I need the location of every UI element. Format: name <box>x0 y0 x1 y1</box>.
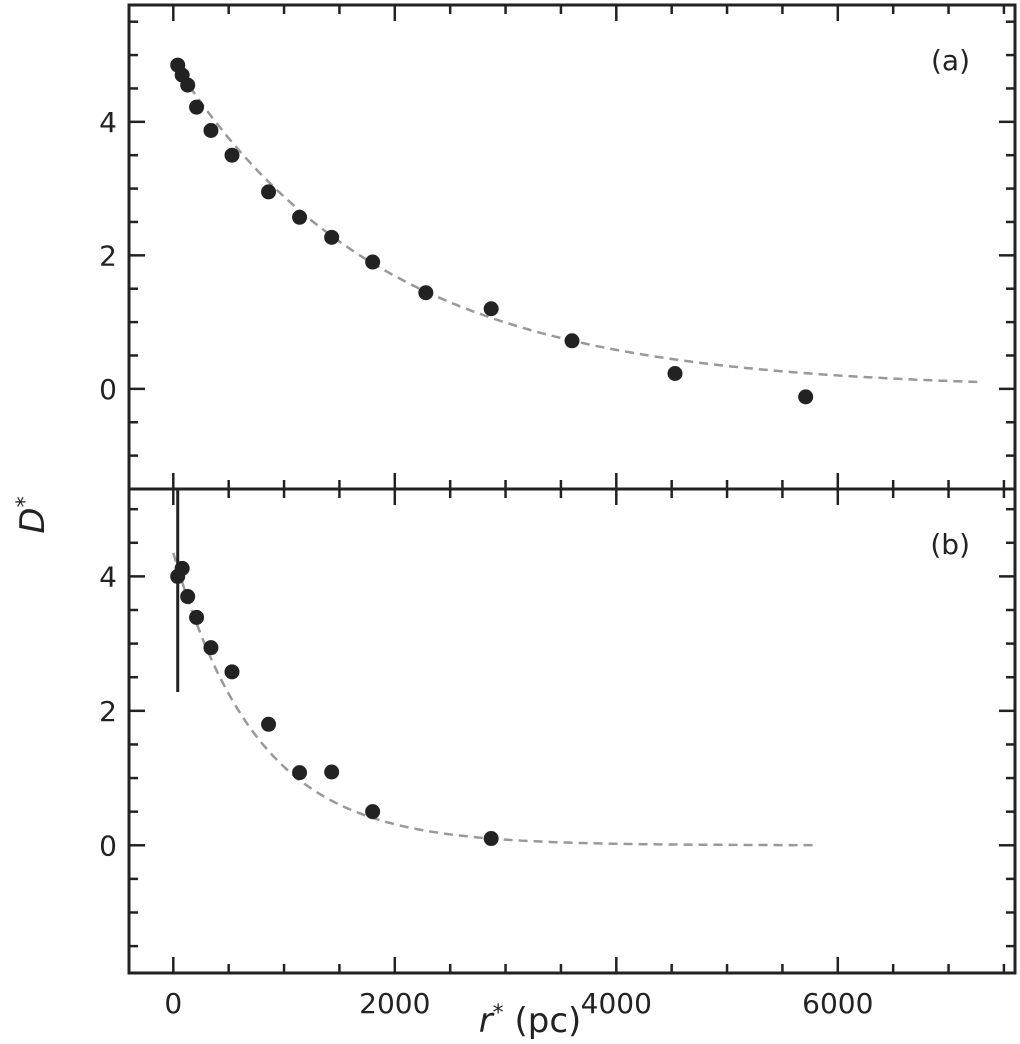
y-axis-label-superscript: * <box>13 496 38 507</box>
panel-a-data-point <box>418 285 434 301</box>
panel-b-data-point <box>189 609 205 625</box>
panel-b-y-tick-label: 0 <box>99 829 117 862</box>
x-axis-label-unit: (pc) <box>504 1001 582 1041</box>
panel-b-label: (b) <box>930 528 970 561</box>
panel-a-data-point <box>203 123 219 139</box>
panel-b-data-point <box>180 589 196 605</box>
panel-a-label: (a) <box>931 44 970 77</box>
panel-a-data-point <box>324 229 340 245</box>
panel-a-data-point <box>224 147 240 163</box>
y-axis-label: D* <box>13 496 54 533</box>
panel-a-data-point <box>261 184 277 200</box>
panel-a-data-point <box>189 99 205 115</box>
panel-b-data-point <box>174 560 190 576</box>
panel-b-y-tick-label: 2 <box>99 695 117 728</box>
panel-b-y-tick-label: 4 <box>99 560 117 593</box>
x-tick-label: 4000 <box>581 987 652 1020</box>
panel-a-data-point <box>564 333 580 349</box>
panel-b-data-point <box>365 804 381 820</box>
x-tick-label: 2000 <box>359 987 430 1020</box>
panel-b-fit-line <box>172 552 816 847</box>
panel-a: 0 2 4 (a) <box>99 3 1017 491</box>
panel-a-frame <box>127 3 1017 491</box>
panel-a-data-point <box>667 366 683 382</box>
panel-b: 0 2 4 (b) 0 2000 4000 6000 <box>99 487 1017 1020</box>
x-axis-label-main: r <box>479 1001 495 1041</box>
x-axis-label: r* (pc) <box>479 1001 582 1042</box>
panel-a-y-tick-label: 2 <box>99 239 117 272</box>
panel-b-data-point <box>224 664 240 680</box>
panel-a-data-point <box>365 254 381 270</box>
panel-b-data-point <box>292 765 308 781</box>
panel-b-data-point <box>483 831 499 847</box>
panel-b-data-point <box>324 764 340 780</box>
panel-a-data-point <box>180 77 196 93</box>
panel-a-data-point <box>292 209 308 225</box>
panel-a-y-tick-label: 0 <box>99 373 117 406</box>
panel-a-data-point <box>798 389 814 405</box>
x-tick-label: 6000 <box>802 987 873 1020</box>
x-tick-label: 0 <box>164 987 182 1020</box>
panel-a-y-tick-label: 4 <box>99 106 117 139</box>
panel-a-data-point <box>483 301 499 317</box>
panel-b-data-point <box>203 640 219 656</box>
y-axis-label-main: D <box>13 507 53 533</box>
panel-b-data-point <box>261 716 277 732</box>
panel-b-frame <box>127 487 1017 975</box>
x-axis-label-superscript: * <box>493 1001 504 1026</box>
